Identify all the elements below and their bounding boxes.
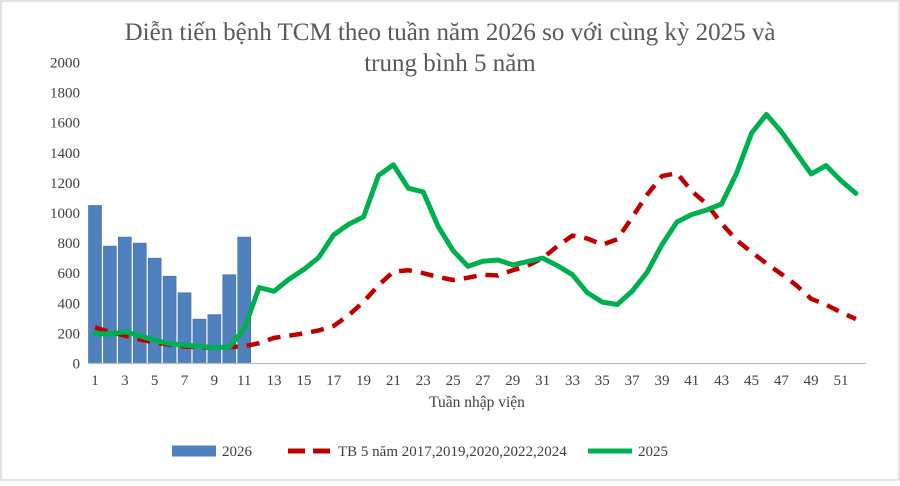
x-tick-label: 29: [505, 373, 520, 389]
bar-week-8: [192, 318, 207, 364]
x-tick-label: 39: [654, 373, 669, 389]
legend-label: 2025: [638, 444, 668, 460]
y-tick-label: 1600: [50, 116, 80, 132]
legend-item-tb-5-n-m-2017-2019-2020-2022-2024: TB 5 năm 2017,2019,2020,2022,2024: [288, 444, 567, 460]
bar-week-6: [162, 275, 177, 364]
x-axis-title: Tuần nhập viện: [429, 394, 525, 411]
x-tick-label: 7: [181, 373, 189, 389]
x-tick-label: 33: [565, 373, 580, 389]
legend-label: 2026: [222, 444, 253, 460]
legend-item-2025: 2025: [588, 444, 668, 460]
line-series-2025: [92, 111, 859, 351]
bar-week-7: [177, 292, 192, 364]
y-axis-tick-labels: 0 200 400 600 800 1000 1200 1400 1600 1800 2000: [50, 56, 80, 373]
x-tick-label: 35: [595, 373, 610, 389]
x-tick-label: 41: [684, 373, 699, 389]
x-tick-label: 15: [296, 373, 311, 389]
x-tick-label: 11: [237, 373, 251, 389]
x-tick-label: 19: [356, 373, 371, 389]
legend: 2026 TB 5 năm 2017,2019,2020,2022,2024 202…: [172, 444, 668, 460]
x-tick-label: 47: [774, 373, 790, 389]
x-tick-label: 51: [834, 373, 849, 389]
x-tick-label: 9: [211, 373, 219, 389]
legend-swatch-bar: [172, 445, 216, 457]
legend-item-2026: 2026: [172, 444, 253, 460]
x-tick-label: 37: [625, 373, 641, 389]
x-tick-label: 21: [386, 373, 401, 389]
line-series-avg5: [94, 170, 857, 350]
x-axis-tick-labels: 1 3 5 7 9 11 13 15 17 19 21 23 25 27 29 31 33 35 37 39 41 43 4…: [91, 373, 848, 389]
chart-title-line1: Diễn tiến bệnh TCM theo tuần năm 2026 so…: [125, 19, 776, 46]
x-tick-label: 43: [714, 373, 729, 389]
bar-week-5: [147, 257, 162, 364]
bar-week-9: [207, 314, 222, 364]
line-series-group: [92, 111, 859, 351]
y-tick-label: 2000: [50, 56, 80, 72]
x-tick-label: 1: [91, 373, 99, 389]
x-tick-label: 17: [326, 373, 342, 389]
y-tick-label: 1200: [50, 176, 80, 192]
x-tick-label: 5: [151, 373, 159, 389]
y-tick-label: 600: [58, 266, 81, 282]
y-tick-label: 800: [58, 236, 81, 252]
y-tick-label: 0: [73, 357, 81, 373]
x-tick-label: 49: [804, 373, 819, 389]
x-tick-label: 45: [744, 373, 759, 389]
x-tick-label: 13: [267, 373, 282, 389]
bar-week-4: [132, 242, 147, 364]
x-tick-label: 23: [416, 373, 431, 389]
legend-label: TB 5 năm 2017,2019,2020,2022,2024: [338, 444, 567, 460]
bar-week-10: [222, 274, 237, 364]
y-tick-label: 1000: [50, 206, 80, 222]
bar-week-3: [118, 236, 132, 364]
x-tick-label: 3: [121, 373, 129, 389]
bar-week-2: [103, 245, 117, 364]
x-tick-label: 27: [475, 373, 491, 389]
y-tick-label: 1400: [50, 146, 80, 162]
x-tick-label: 31: [535, 373, 550, 389]
x-tick-label: 25: [446, 373, 461, 389]
bar-week-1: [88, 205, 102, 364]
y-tick-label: 1800: [50, 86, 80, 102]
y-tick-label: 200: [58, 326, 81, 342]
chart-title-line2: trung bình 5 năm: [364, 50, 536, 77]
y-tick-label: 400: [58, 296, 81, 312]
